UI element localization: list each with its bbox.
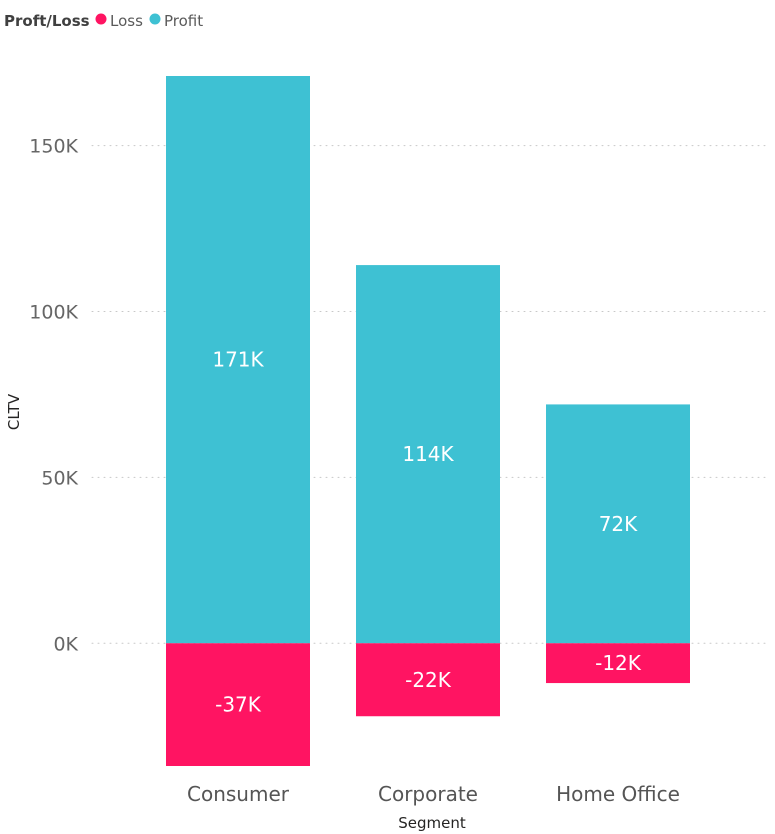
home-office-loss-bar[interactable]	[546, 643, 690, 684]
legend: Proft/Loss Loss Profit	[4, 12, 203, 30]
loss-legend-marker	[95, 13, 107, 25]
consumer-profit-bar[interactable]	[166, 76, 310, 644]
corporate-loss-bar[interactable]	[356, 643, 500, 717]
profit-legend-label: Profit	[164, 12, 203, 30]
y-axis-title: CLTV	[5, 393, 23, 430]
home-office-profit-bar[interactable]	[546, 404, 690, 644]
y-axis-ticks: 0K 50K 100K 150K	[29, 136, 78, 656]
data-label: 171K	[212, 348, 264, 372]
corporate-profit-bar[interactable]	[356, 265, 500, 644]
y-tick-label: 0K	[53, 633, 78, 655]
data-label: -22K	[405, 668, 452, 692]
y-tick-label: 150K	[29, 136, 78, 158]
x-axis-categories: Consumer Corporate Home Office	[187, 782, 680, 806]
profit-legend-marker	[149, 13, 161, 25]
data-labels: 171K -37K 114K -22K 72K -12K	[212, 348, 641, 717]
x-category-label: Home Office	[556, 782, 680, 806]
bars	[166, 76, 690, 766]
y-tick-label: 50K	[41, 467, 78, 489]
x-axis-title: Segment	[398, 814, 466, 832]
consumer-loss-bar[interactable]	[166, 643, 310, 766]
data-label: -12K	[595, 651, 642, 675]
legend-title: Proft/Loss	[4, 12, 90, 30]
data-label: -37K	[215, 693, 262, 717]
data-label: 72K	[599, 512, 638, 536]
x-category-label: Corporate	[378, 782, 478, 806]
x-category-label: Consumer	[187, 782, 290, 806]
loss-legend-label: Loss	[110, 12, 143, 30]
data-label: 114K	[402, 442, 454, 466]
y-tick-label: 100K	[29, 302, 78, 324]
